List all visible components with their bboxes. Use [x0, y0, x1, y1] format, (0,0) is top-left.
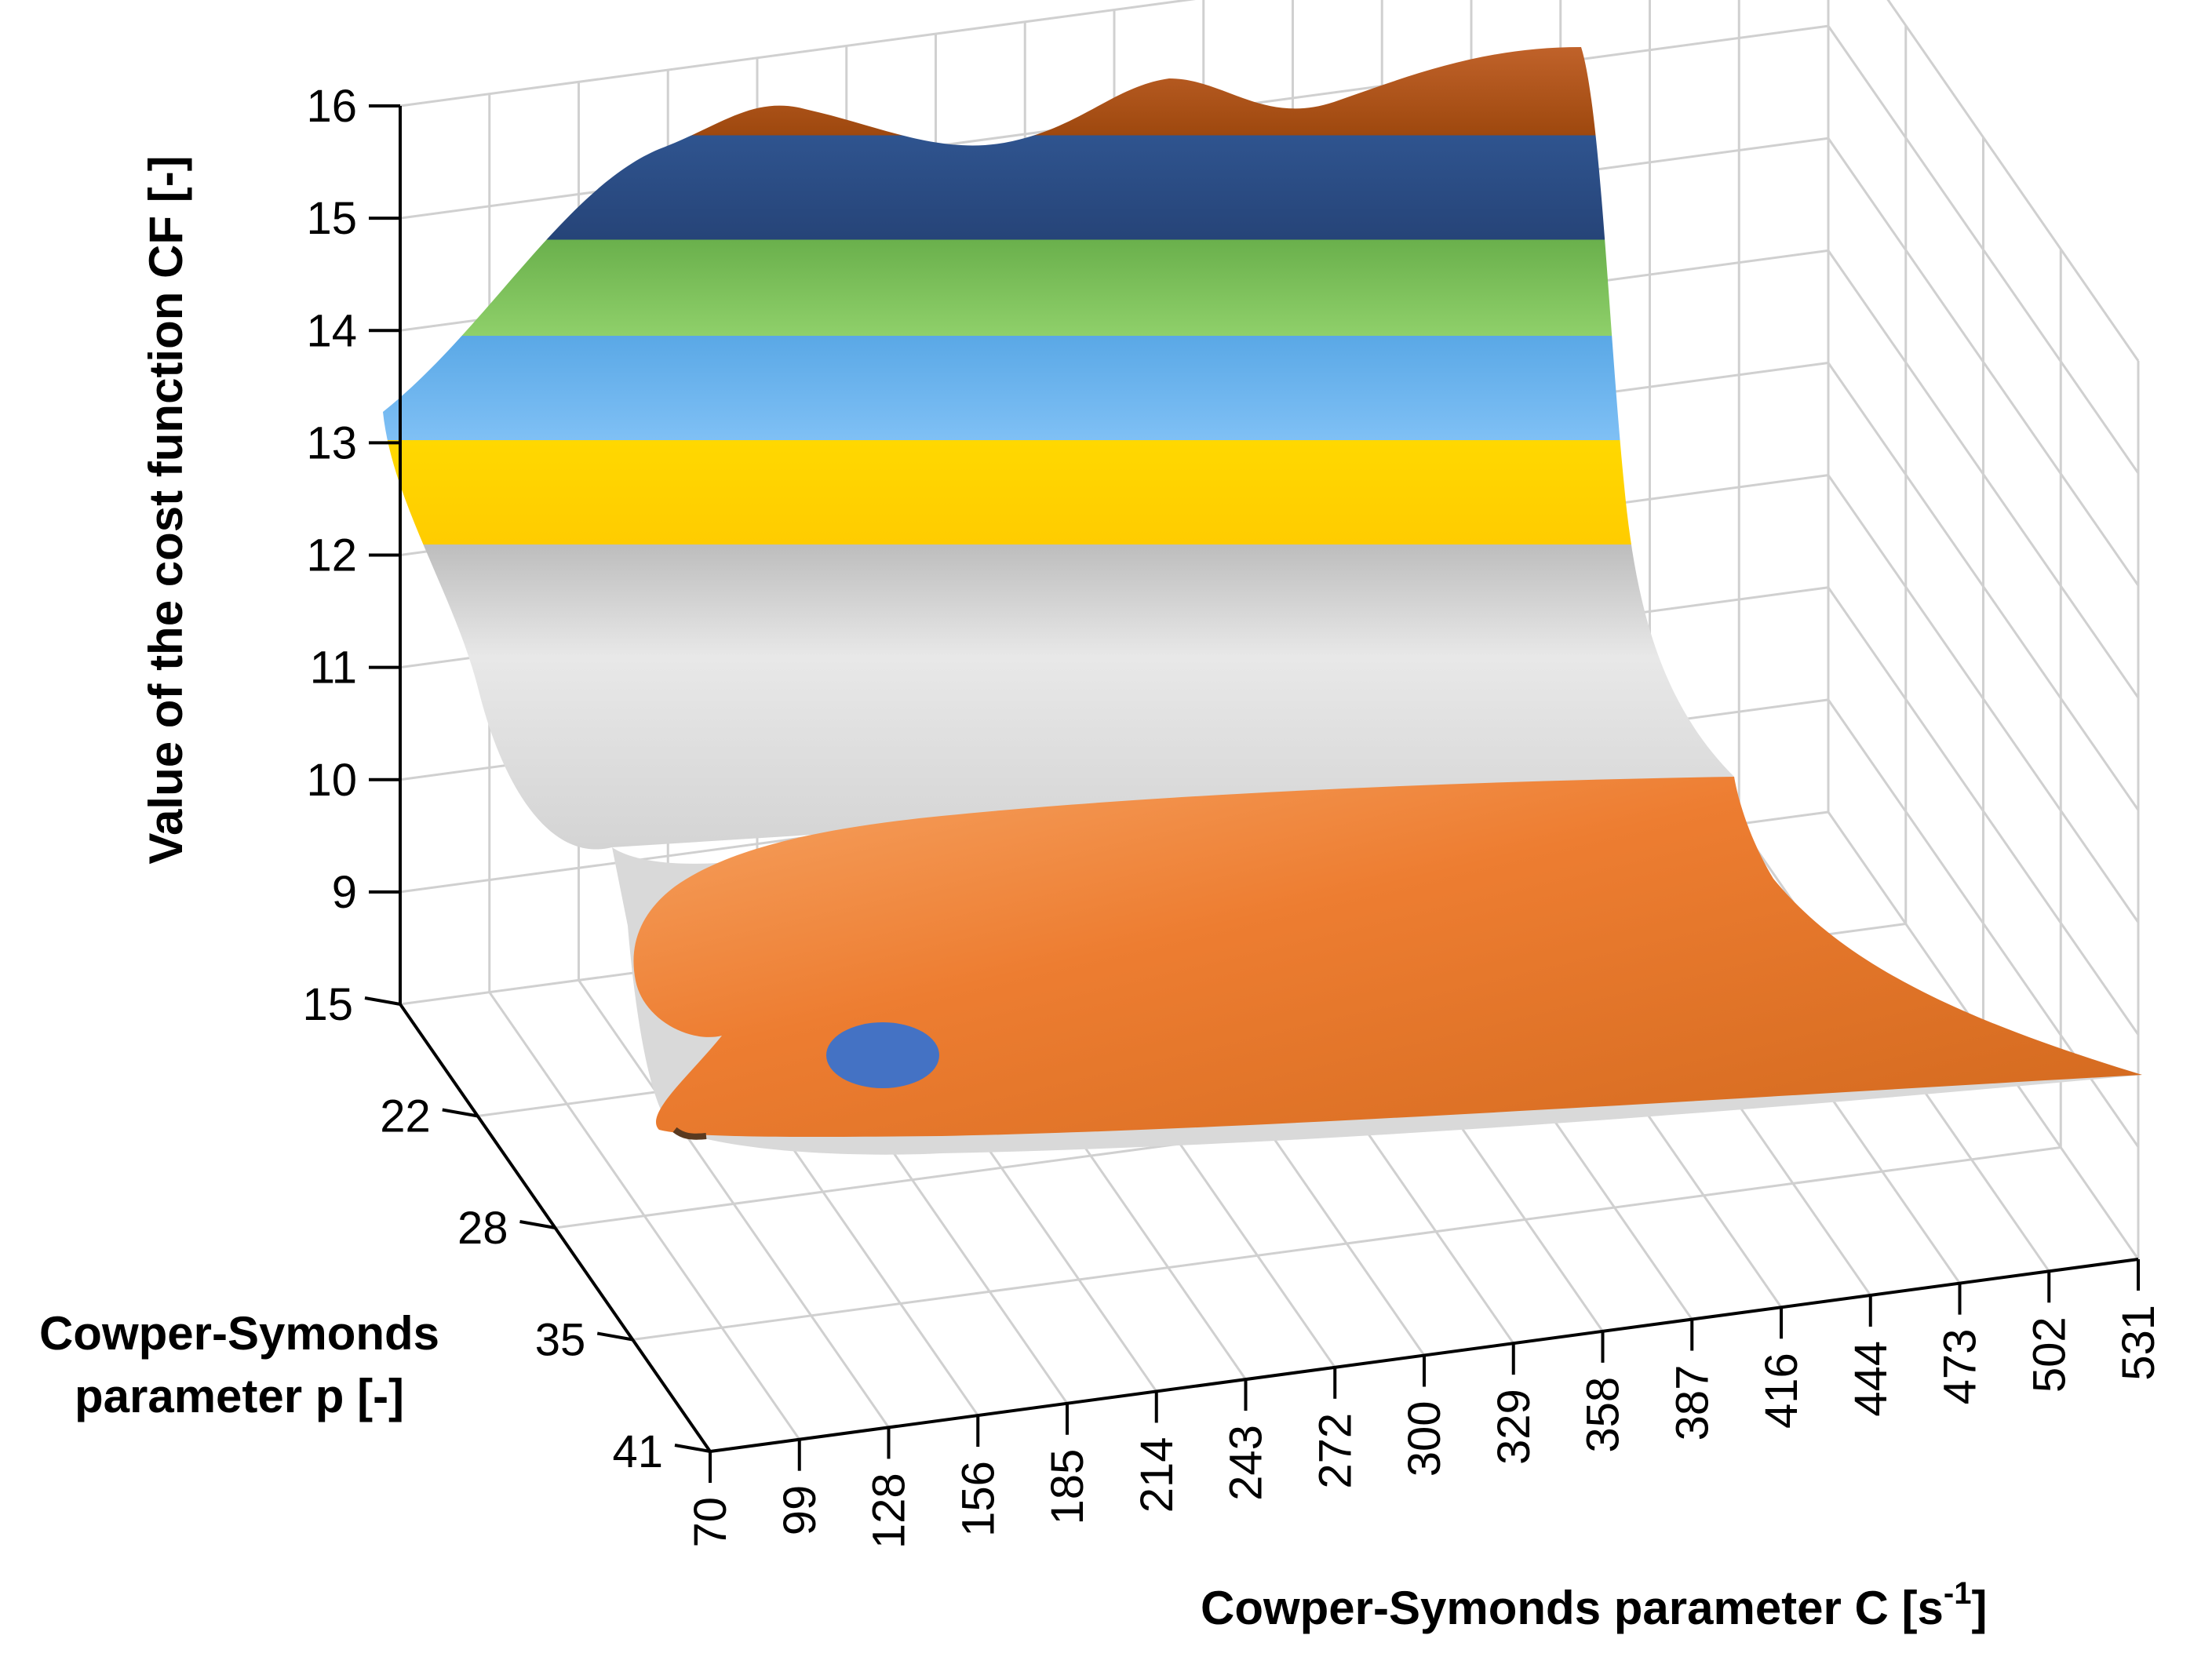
x-tick-label: 473: [1935, 1329, 1986, 1405]
x-tick-label: 444: [1846, 1341, 1897, 1417]
y-tick-mark: [519, 1220, 556, 1229]
z-tick-label: 14: [306, 305, 357, 356]
z-tick-label: 10: [306, 755, 357, 806]
x-axis-title-close: ]: [1971, 1582, 1987, 1634]
y-axis-ticks: 15 22 28 35 41: [302, 979, 711, 1477]
y-tick-label: 22: [380, 1091, 431, 1142]
z-tick-label: 12: [306, 530, 357, 581]
x-tick-label: 416: [1756, 1353, 1807, 1429]
x-axis-ticks: 70 99 128 156 185 214 243 272 300 329 358 387 416 444…: [685, 1259, 2164, 1549]
z-axis-title: Value of the cost function CF [-]: [140, 155, 192, 864]
z-axis-ticks: 9 10 11 12 13 14 15 16: [306, 81, 400, 918]
surface-wall: [383, 47, 1734, 850]
y-axis-title-line2: parameter p [-]: [75, 1370, 404, 1422]
x-tick-label: 156: [953, 1461, 1004, 1537]
x-tick-label: 300: [1399, 1401, 1450, 1477]
y-tick-mark: [596, 1331, 633, 1342]
z-tick-label: 9: [332, 867, 357, 918]
x-tick-label: 502: [2024, 1316, 2075, 1393]
y-tick-label: 15: [302, 979, 353, 1030]
y-tick-mark: [364, 996, 401, 1006]
y-tick-label: 35: [535, 1315, 586, 1366]
y-tick-mark: [674, 1444, 711, 1453]
z-tick-label: 11: [310, 643, 357, 694]
x-tick-label: 128: [864, 1473, 915, 1549]
back-wall-grid-line: [399, 0, 1197, 107]
x-tick-label: 243: [1221, 1425, 1272, 1501]
x-tick-label: 329: [1489, 1389, 1540, 1465]
y-tick-label: 28: [457, 1203, 508, 1254]
x-tick-label: 185: [1042, 1449, 1093, 1525]
y-axis-title-line1: Cowper-Symonds: [39, 1307, 439, 1360]
x-tick-label: 99: [774, 1485, 825, 1536]
z-tick-label: 15: [306, 193, 357, 244]
x-tick-label: 214: [1132, 1437, 1183, 1513]
x-axis-title-sup: -1: [1944, 1576, 1972, 1611]
y-tick-label: 41: [612, 1426, 663, 1477]
x-axis-title-main: Cowper-Symonds parameter C [s: [1201, 1582, 1944, 1634]
x-tick-label: 531: [2113, 1305, 2164, 1381]
surface-edge: [672, 1127, 707, 1140]
surface-orange-floor: [633, 777, 2142, 1138]
y-tick-mark: [442, 1108, 479, 1118]
floor-grid-line: [578, 979, 890, 1429]
minimum-region: [826, 1022, 939, 1088]
floor-grid-line: [488, 991, 800, 1440]
z-tick-label: 16: [306, 81, 357, 132]
x-axis-title: Cowper-Symonds parameter C [s-1]: [1201, 1576, 1987, 1634]
x-tick-label: 387: [1667, 1365, 1718, 1441]
surface-plot: [383, 47, 2142, 1155]
x-tick-label: 272: [1310, 1413, 1361, 1489]
z-tick-label: 13: [306, 417, 357, 468]
x-tick-label: 70: [685, 1497, 736, 1548]
x-tick-label: 358: [1578, 1377, 1629, 1453]
